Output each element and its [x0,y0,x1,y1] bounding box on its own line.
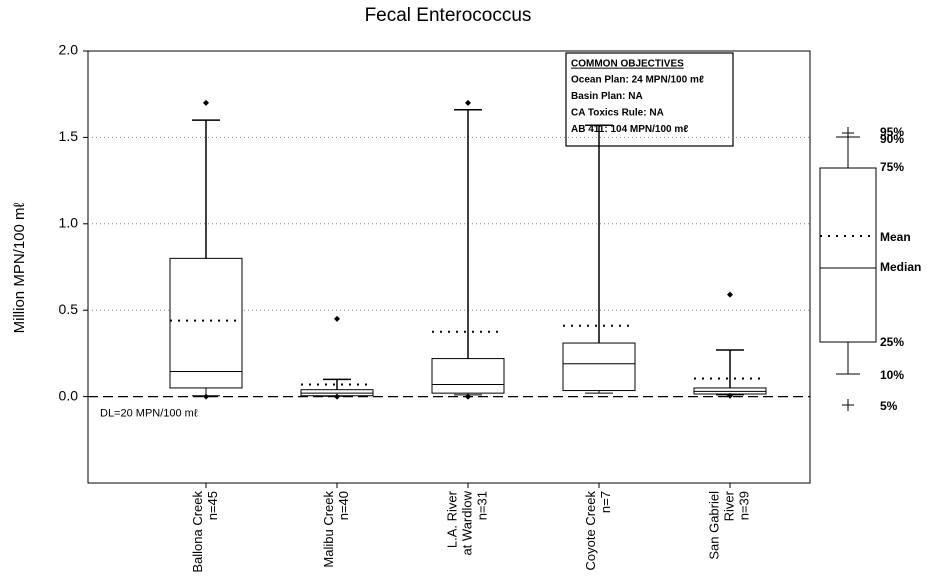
x-tick-label: River [721,490,736,521]
outlier [334,315,340,322]
box [169,257,243,389]
x-tick-label: n=39 [736,491,751,520]
chart-title: Fecal Enterococcus [365,5,532,26]
y-tick-label: 1.0 [59,215,79,231]
key-label: Mean [880,230,911,244]
outlier [203,99,209,106]
x-tick-label: San Gabriel [706,491,721,560]
outlier [465,99,471,106]
key-label: 95% [880,125,904,139]
x-tick-label: Malibu Creek [321,491,336,568]
y-tick-label: 0.5 [59,301,79,317]
y-tick-label: 2.0 [59,42,79,58]
key-box [819,167,877,343]
objectives-line: Ocean Plan: 24 MPN/100 mℓ [571,75,704,86]
outlier [727,392,733,399]
outlier [465,393,471,400]
x-tick-label: n=45 [205,491,220,520]
y-tick-label: 0.0 [59,387,79,403]
x-tick-label: Ballona Creek [190,491,205,573]
key-label: 75% [880,160,904,174]
objectives-line: AB 411: 104 MPN/100 mℓ [571,124,688,135]
outlier [727,291,733,298]
objectives-title: COMMON OBJECTIVES [571,59,684,70]
outlier [203,393,209,400]
detection-limit-label: DL=20 MPN/100 mℓ [100,408,198,420]
outlier [334,393,340,400]
key-label: 25% [880,335,904,349]
objectives-box [565,52,734,147]
y-tick-label: 1.5 [59,128,79,144]
box [431,358,505,394]
x-tick-label: Coyote Creek [583,491,598,571]
x-tick-label: n=40 [336,491,351,520]
key-label: 5% [880,399,898,413]
key-label: 90% [880,132,904,146]
x-tick-label: n=7 [598,491,613,513]
box [562,342,636,392]
x-tick-label: L.A. River [444,490,459,548]
objectives-line: Basin Plan: NA [571,91,643,102]
key-label: 10% [880,368,904,382]
key-label: Median [880,260,921,274]
x-tick-label: at Wardlow [459,490,474,555]
key-outlier [842,127,854,411]
y-axis-label: Million MPN/100 mℓ [11,202,28,333]
objectives-line: CA Toxics Rule: NA [571,108,664,119]
x-tick-label: n=31 [474,491,489,520]
plot-frame [87,50,811,484]
